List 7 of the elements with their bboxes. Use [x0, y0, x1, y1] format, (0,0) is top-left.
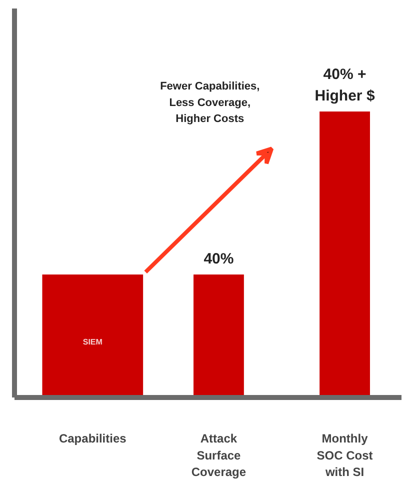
annotation: Fewer Capabilities, Less Coverage, Higher Costs [160, 80, 260, 126]
x-tick-label: Attack Surface Coverage [191, 432, 246, 480]
x-tick-label: Capabilities [58, 432, 127, 446]
x-tick-label: Monthly SOC Cost with SI [316, 432, 373, 480]
text: 40% + Higher $ [314, 66, 376, 104]
annotation: 40% [204, 250, 234, 268]
annotation: SIEM [82, 338, 103, 347]
